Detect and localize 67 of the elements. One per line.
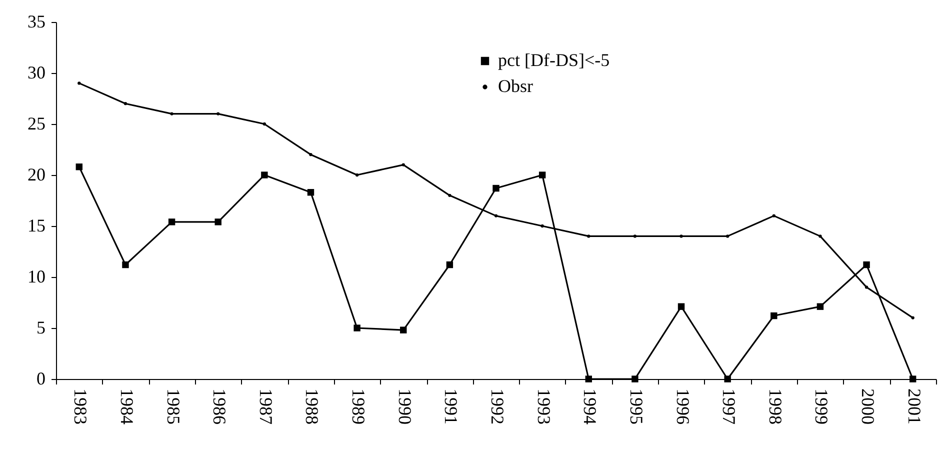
point [864, 286, 868, 289]
point [216, 112, 220, 116]
point [678, 303, 685, 310]
y-tick-label: 20 [28, 164, 46, 184]
y-tick-label: 10 [28, 266, 46, 286]
legend-label: Obsr [498, 76, 534, 96]
point [78, 82, 81, 85]
point [726, 234, 730, 238]
point [168, 218, 176, 226]
y-tick-label: 5 [36, 318, 46, 338]
point [492, 184, 500, 192]
legend-label: pct [Df-DS]<-5 [498, 50, 610, 70]
x-tick-label: 1993 [534, 388, 554, 424]
y-tick-label: 0 [36, 368, 46, 388]
point [818, 234, 822, 238]
x-tick-label: 1992 [488, 388, 508, 424]
y-tick-label: 30 [28, 62, 46, 82]
point [680, 234, 683, 238]
point [863, 261, 870, 268]
point [170, 112, 174, 116]
x-tick-label: 1989 [348, 388, 369, 424]
point [540, 224, 544, 228]
point [124, 102, 128, 106]
point [122, 261, 129, 268]
point [585, 376, 592, 382]
point [770, 312, 778, 320]
point [724, 376, 731, 382]
point [911, 316, 914, 320]
point [262, 122, 266, 126]
x-tick-label: 2001 [904, 388, 924, 424]
point [632, 376, 638, 382]
x-tick-label: 1997 [719, 388, 740, 424]
x-tick-label: 1995 [626, 388, 646, 424]
point [400, 326, 407, 334]
y-tick-label: 35 [28, 12, 46, 32]
x-tick-label: 1991 [441, 388, 462, 424]
x-tick-label: 1988 [302, 388, 322, 424]
y-tick-label: 15 [28, 216, 46, 236]
x-tick-label: 1998 [765, 388, 786, 424]
point [448, 194, 452, 197]
point [446, 261, 454, 268]
point [402, 163, 405, 166]
x-tick-label: 1985 [163, 388, 184, 424]
point [309, 153, 312, 156]
x-tick-label: 1990 [394, 388, 415, 424]
x-tick-label: 1984 [116, 388, 137, 424]
x-tick-label: 1999 [812, 388, 832, 424]
point [307, 188, 314, 196]
point [354, 324, 360, 332]
point [633, 234, 637, 238]
point [76, 163, 83, 170]
x-tick-label: 2000 [858, 388, 878, 424]
x-tick-label: 1986 [210, 388, 230, 424]
point [214, 218, 222, 226]
point [587, 234, 590, 238]
point [355, 173, 359, 177]
point [494, 214, 498, 218]
point [909, 376, 916, 382]
x-tick-label: 1996 [672, 388, 693, 424]
point [772, 214, 776, 218]
x-tick-label: 1994 [580, 388, 600, 424]
x-tick-label: 1987 [256, 388, 276, 424]
y-tick-label: 25 [28, 114, 46, 134]
point [261, 172, 268, 178]
point [538, 172, 546, 178]
point [816, 303, 824, 310]
x-tick-label: 1983 [70, 388, 91, 424]
